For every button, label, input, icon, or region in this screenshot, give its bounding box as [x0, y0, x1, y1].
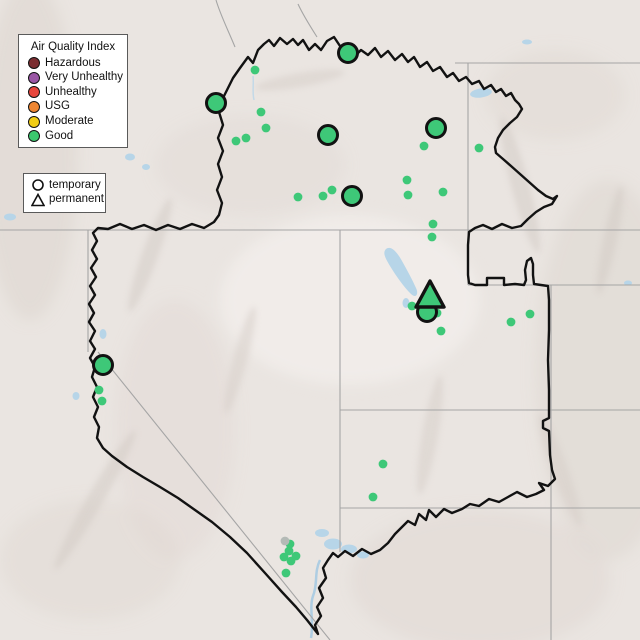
- monitor-dot-nodata[interactable]: [280, 536, 290, 546]
- monitor-dot-good[interactable]: [378, 459, 388, 469]
- permanent-triangle-icon: [31, 192, 45, 207]
- temporary-circle-icon: [32, 179, 44, 192]
- monitor-dot-good[interactable]: [428, 219, 438, 229]
- lake-mead: [315, 529, 329, 537]
- monitor-dot-good[interactable]: [427, 232, 437, 242]
- monitor-dot-good[interactable]: [293, 192, 303, 202]
- monitor-dot-good[interactable]: [231, 136, 241, 146]
- temporary-monitor-marker[interactable]: [205, 92, 227, 114]
- monitor-dot-good[interactable]: [241, 133, 251, 143]
- monitor-markers: [92, 42, 535, 578]
- legend-item-hazardous: Hazardous: [19, 56, 127, 71]
- legend-item-usg: USG: [19, 100, 127, 115]
- monitor-dot-good[interactable]: [474, 143, 484, 153]
- monitor-dot-good[interactable]: [506, 317, 516, 327]
- temporary-monitor-marker[interactable]: [425, 117, 447, 139]
- monitor-dot-good[interactable]: [97, 396, 107, 406]
- legend-item-temporary: temporary: [24, 178, 105, 193]
- lake-mead: [324, 538, 342, 550]
- monitor-dot-good[interactable]: [436, 326, 446, 336]
- moderate-color-dot: [28, 115, 40, 128]
- aqi-legend: Air Quality Index Hazardous Very Unhealt…: [18, 34, 128, 148]
- unhealthy-color-dot: [28, 86, 40, 99]
- monitor-dot-good[interactable]: [94, 385, 104, 395]
- hazardous-color-dot: [28, 57, 40, 70]
- temporary-monitor-marker[interactable]: [92, 354, 114, 376]
- monitor-dot-good[interactable]: [403, 190, 413, 200]
- monitor-dot-good[interactable]: [327, 185, 337, 195]
- permanent-monitor-marker[interactable]: [414, 279, 446, 309]
- good-color-dot: [28, 130, 40, 143]
- pyramid-lake: [99, 329, 107, 339]
- monitor-dot-good[interactable]: [256, 107, 266, 117]
- monitor-dot-good[interactable]: [402, 175, 412, 185]
- lake-mead: [357, 551, 369, 559]
- monitor-dot-good[interactable]: [250, 65, 260, 75]
- legend-item-permanent: permanent: [24, 192, 105, 208]
- temporary-monitor-marker[interactable]: [337, 42, 359, 64]
- monitor-dot-good[interactable]: [261, 123, 271, 133]
- very-unhealthy-color-dot: [28, 71, 40, 84]
- monitor-dot-good[interactable]: [279, 552, 289, 562]
- legend-item-very-unhealthy: Very Unhealthy: [19, 71, 127, 86]
- monitor-dot-good[interactable]: [407, 301, 417, 311]
- monitor-dot-good[interactable]: [368, 492, 378, 502]
- monitor-dot-good[interactable]: [438, 187, 448, 197]
- bear-river: [252, 75, 255, 101]
- usg-color-dot: [28, 101, 40, 114]
- monitor-dot-good[interactable]: [284, 546, 294, 556]
- monitor-type-legend: temporary permanent: [23, 173, 106, 213]
- monitor-dot-good[interactable]: [318, 191, 328, 201]
- monitor-dot-good[interactable]: [286, 556, 296, 566]
- legend-item-unhealthy: Unhealthy: [19, 85, 127, 100]
- monitor-dot-good[interactable]: [419, 141, 429, 151]
- terrain-ridges: [54, 69, 624, 570]
- temporary-monitor-marker[interactable]: [341, 185, 363, 207]
- great-salt-lake: [384, 247, 418, 297]
- great-basin-boundary: [87, 35, 559, 636]
- aqi-legend-title: Air Quality Index: [30, 41, 116, 53]
- bear-lake: [470, 88, 492, 98]
- temporary-monitor-marker[interactable]: [317, 124, 339, 146]
- monitor-dot-good[interactable]: [525, 309, 535, 319]
- legend-item-moderate: Moderate: [19, 114, 127, 129]
- monitor-dot-good[interactable]: [281, 568, 291, 578]
- legend-item-good: Good: [19, 129, 127, 144]
